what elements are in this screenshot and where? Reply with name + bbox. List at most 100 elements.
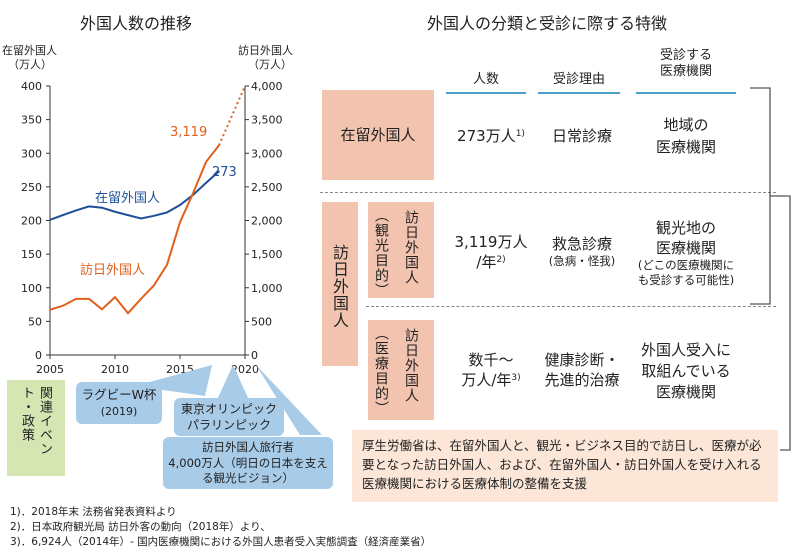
x-tick-label: 2010 <box>101 363 129 376</box>
left-tick-label: 200 <box>21 215 42 228</box>
zairyu-point <box>179 204 181 206</box>
row3-sub-paren: （医療目的） <box>373 326 389 416</box>
footnote-3: 3)．6,924人（2014年）- 国内医療機関における外国人患者受入実態調査（… <box>10 536 432 548</box>
zairyu-point <box>205 182 207 184</box>
row1-label-box: 在留外国人 <box>322 90 434 180</box>
left-axis-label: 在留外国人 （万人） <box>2 44 57 71</box>
left-tick-label: 400 <box>21 80 42 93</box>
row-divider-2 <box>366 306 776 307</box>
right-tick-label: 3,000 <box>251 147 283 160</box>
right-axis-label: 訪日外国人 （万人） <box>238 44 293 71</box>
right-tick-label: 1,500 <box>251 248 283 261</box>
olympics-line-2: パラリンピック <box>186 418 271 432</box>
row-divider-1 <box>320 192 776 193</box>
row3-count: 数千〜 万人/年3) <box>461 351 521 389</box>
events-side-label: 関連イベント・政策 <box>19 386 52 456</box>
bracket <box>750 87 791 451</box>
x-tick-label: 2005 <box>36 363 64 376</box>
honichi-point <box>179 221 181 224</box>
zairyu-point <box>114 210 116 213</box>
right-title: 外国人の分類と受診に際する特徴 <box>427 14 668 33</box>
honichi-point <box>114 296 116 298</box>
group-label: 訪日外国人 <box>330 244 349 329</box>
olympics-bubble: 東京オリンピック パラリンピック <box>174 398 284 436</box>
header-institution-rule <box>636 92 736 94</box>
left-tick-label: 50 <box>28 315 42 328</box>
honichi-point <box>140 297 142 300</box>
footnote-1: 1)．2018年末 法務省発表資料より <box>10 506 177 518</box>
left-tick-label: 100 <box>21 282 42 295</box>
olympics-pointer <box>216 365 250 402</box>
honichi-point <box>166 264 168 266</box>
honichi-point <box>88 298 90 300</box>
zairyu-point <box>49 219 51 221</box>
zairyu-point <box>153 214 155 217</box>
row3-label-box: （医療目的） 訪日外国人 <box>368 320 434 420</box>
left-tick-label: 0 <box>35 349 42 362</box>
target-line-3: る観光ビジョン） <box>202 471 294 485</box>
zairyu-point <box>101 206 103 209</box>
right-tick-label: 4,000 <box>251 80 283 93</box>
zairyu-point <box>62 214 64 216</box>
row2-reason: 救急診療 (急病・怪我) <box>548 235 616 268</box>
group-label-box: 訪日外国人 <box>322 202 358 366</box>
honichi-point <box>153 284 155 287</box>
left-tick-label: 250 <box>21 181 42 194</box>
footnote-2: 2)．日本政府観光局 訪日外客の動向（2018年）より、 <box>10 521 271 533</box>
zairyu-point <box>166 211 168 214</box>
target-line-1: 訪日外国人旅行者 <box>202 440 294 454</box>
row1-count: 273万人1) <box>457 127 525 145</box>
trend-chart: 400 350 300 250 200 150 100 50 0 4,000 3,500 3,000 2… <box>21 80 283 376</box>
zairyu-point <box>140 217 142 220</box>
right-tick-label: 0 <box>251 349 258 362</box>
header-count: 人数 <box>472 72 499 87</box>
right-tick-label: 1,000 <box>251 282 283 295</box>
x-tick-label: 2020 <box>231 363 259 376</box>
chart-series <box>49 85 246 315</box>
rugby-year: (2019) <box>100 405 138 418</box>
zairyu-point <box>88 205 90 208</box>
header-reason: 受診理由 <box>552 72 605 87</box>
honichi-series-label: 訪日外国人 <box>80 262 145 278</box>
header-count-rule <box>446 92 526 94</box>
left-tick-label: 350 <box>21 114 42 127</box>
zairyu-point <box>218 170 220 173</box>
honichi-point <box>62 304 64 307</box>
row1-label: 在留外国人 <box>340 126 416 144</box>
row2-institution: 観光地の 医療機関 (どこの医療機関にも受診する可能性) <box>637 219 735 287</box>
honichi-series-line <box>49 144 220 315</box>
row2-label-box: （観光目的） 訪日外国人 <box>368 202 434 298</box>
row2-count: 3,119万人 /年2) <box>454 233 528 271</box>
row2-sub-main: 訪日外国人 <box>403 210 419 285</box>
honichi-point <box>127 312 129 314</box>
row3-reason: 健康診断・ 先進的治療 <box>544 351 620 389</box>
zairyu-series-label: 在留外国人 <box>95 191 160 206</box>
honichi-point <box>101 308 103 311</box>
events-label-box: 関連イベント・政策 <box>7 380 65 476</box>
row3-institution: 外国人受入に 取組んでいる 医療機関 <box>640 341 731 401</box>
left-tick-label: 150 <box>21 248 42 261</box>
row1-institution: 地域の 医療機関 <box>655 116 716 156</box>
zairyu-point <box>75 209 77 212</box>
target-pointer <box>256 365 322 435</box>
header-reason-rule <box>538 92 620 94</box>
olympics-line-1: 東京オリンピック <box>180 402 277 416</box>
right-tick-label: 3,500 <box>251 114 283 127</box>
left-title: 外国人数の推移 <box>80 14 193 33</box>
left-tick-label: 300 <box>21 147 42 160</box>
target-bubble: 訪日外国人旅行者 4,000万人（明日の日本を支え る観光ビジョン） <box>163 437 333 489</box>
zairyu-point <box>127 214 129 216</box>
policy-note: 厚生労働省は、在留外国人と、観光・ビジネス目的で訪日し、医療が必要となった訪日外… <box>352 430 778 502</box>
row3-sub-main: 訪日外国人 <box>403 328 419 403</box>
header-institution: 受診する 医療機関 <box>659 48 712 79</box>
rugby-bubble: ラグビーW杯 (2019) <box>76 382 162 424</box>
target-line-2: 4,000万人（明日の日本を支え <box>168 455 328 470</box>
honichi-point <box>49 308 51 311</box>
honichi-point <box>75 298 77 300</box>
zairyu-value-label: 273 <box>212 165 237 180</box>
right-tick-label: 2,000 <box>251 215 283 228</box>
right-tick-label: 2,500 <box>251 181 283 194</box>
chart-axes: 400 350 300 250 200 150 100 50 0 4,000 3,500 3,000 2… <box>21 80 283 376</box>
row1-reason: 日常診療 <box>551 127 612 145</box>
